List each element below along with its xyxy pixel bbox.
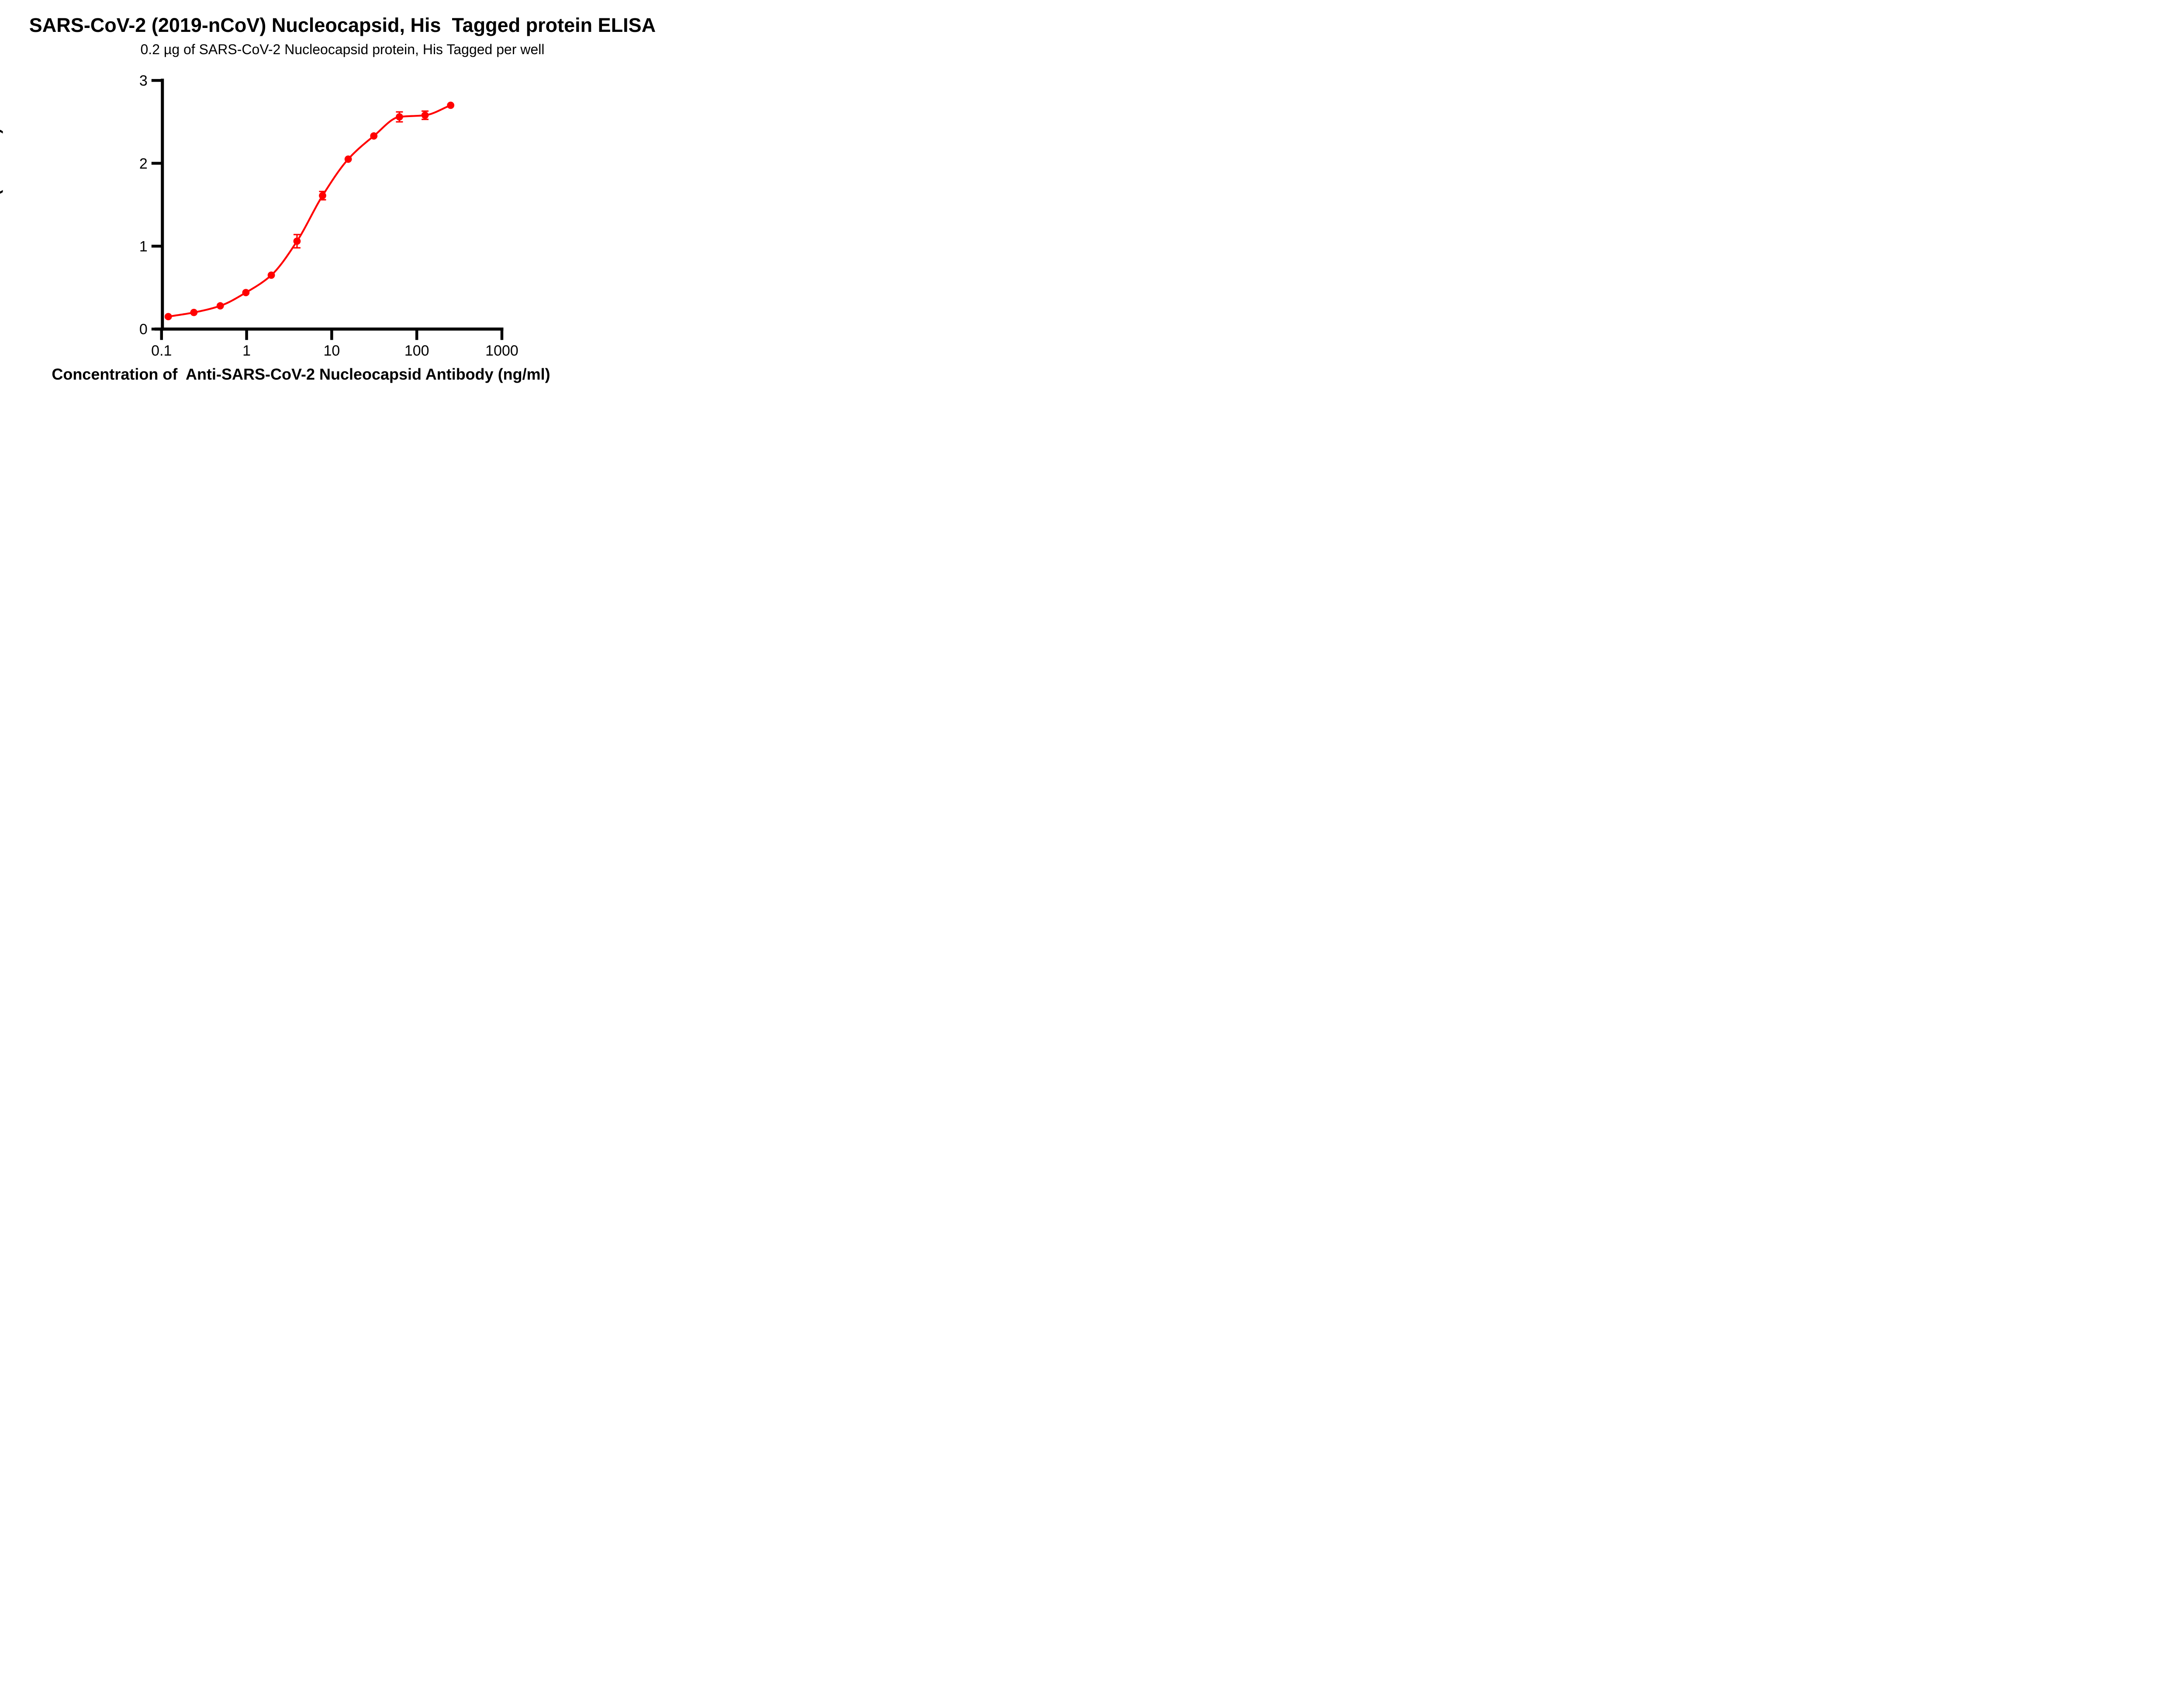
y-tick-label: 3 [139,73,148,89]
x-tick-label: 1 [242,342,251,359]
x-tick-label: 10 [323,342,340,359]
x-tick-labels: 0.1 1 10 100 1000 [151,342,518,359]
data-point [190,308,198,316]
y-tick-label: 1 [139,239,148,255]
y-axis-label: Mean Abs.(OD450) [0,127,3,284]
x-tick-label: 1000 [485,342,518,359]
data-point [216,302,224,310]
y-tick-label: 2 [139,156,148,172]
data-points [164,101,455,321]
elisa-figure: SARS-CoV-2 (2019-nCoV) Nucleocapsid, His… [0,0,685,398]
error-bars [293,110,429,249]
data-point [421,111,429,119]
y-axis [151,79,164,331]
data-point [242,289,250,297]
x-tick-label: 100 [404,342,429,359]
x-axis [154,327,504,340]
x-axis-label: Concentration of Anti-SARS-CoV-2 Nucleoc… [52,365,550,383]
data-point [267,271,275,279]
chart-title: SARS-CoV-2 (2019-nCoV) Nucleocapsid, His… [29,14,656,36]
data-point [164,313,172,321]
data-point [447,101,455,109]
data-point [396,113,403,121]
fit-curve [167,104,452,318]
data-point [319,192,326,200]
data-point [293,237,301,245]
plot-canvas: 0.1 1 10 100 1000 0 1 2 3 [139,73,518,359]
chart-subtitle: 0.2 µg of SARS-CoV-2 Nucleocapsid protei… [140,42,545,57]
y-tick-label: 0 [139,321,148,338]
data-point [370,132,378,140]
y-tick-labels: 0 1 2 3 [139,73,148,338]
data-point [344,155,352,163]
series-curve [167,104,452,318]
x-tick-label: 0.1 [151,342,172,359]
